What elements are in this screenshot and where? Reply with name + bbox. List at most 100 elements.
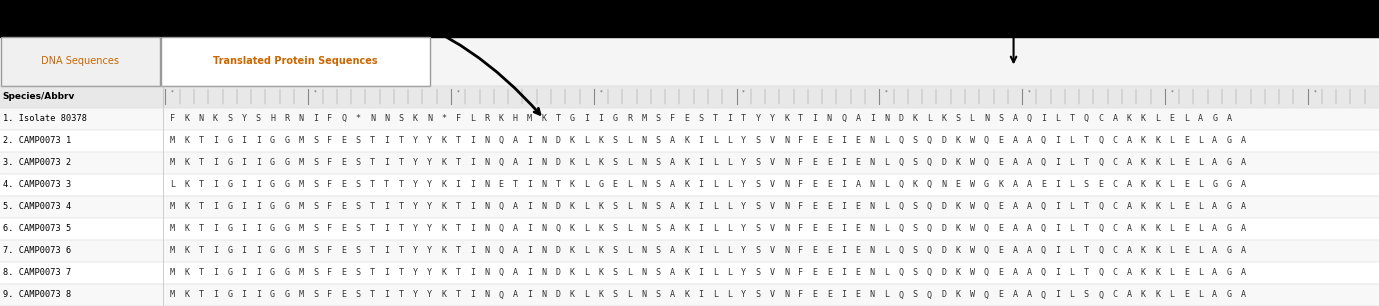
Text: S: S <box>913 202 917 211</box>
Text: Y: Y <box>412 158 418 167</box>
Text: A: A <box>1212 136 1218 145</box>
Text: A: A <box>1113 114 1117 123</box>
Text: I: I <box>698 158 703 167</box>
Text: S: S <box>655 180 661 189</box>
Text: T: T <box>713 114 717 123</box>
Text: F: F <box>798 290 804 300</box>
Text: G: G <box>1226 202 1231 211</box>
Text: K: K <box>1140 136 1146 145</box>
Text: I: I <box>241 224 247 233</box>
Text: L: L <box>1169 136 1175 145</box>
Text: I: I <box>212 290 218 300</box>
Text: I: I <box>527 158 532 167</box>
Text: I: I <box>841 224 847 233</box>
Text: N: N <box>542 246 546 256</box>
Text: I: I <box>698 136 703 145</box>
Text: L: L <box>1070 290 1074 300</box>
Text: E: E <box>684 114 690 123</box>
Text: T: T <box>370 268 375 278</box>
Text: N: N <box>870 180 874 189</box>
Text: I: I <box>241 158 247 167</box>
Text: C: C <box>1113 158 1117 167</box>
Text: L: L <box>1070 246 1074 256</box>
Text: I: I <box>470 290 474 300</box>
Text: E: E <box>827 268 832 278</box>
Text: E: E <box>342 180 346 189</box>
Text: S: S <box>399 114 404 123</box>
Text: *: * <box>314 90 317 95</box>
Text: L: L <box>1198 290 1202 300</box>
Text: Q: Q <box>1098 136 1103 145</box>
Text: K: K <box>1156 136 1160 145</box>
Text: L: L <box>727 202 732 211</box>
Text: N: N <box>870 202 874 211</box>
Text: N: N <box>884 114 889 123</box>
Text: K: K <box>940 114 946 123</box>
Text: A: A <box>1012 180 1018 189</box>
Text: L: L <box>1070 180 1074 189</box>
Text: Y: Y <box>741 180 746 189</box>
Text: *: * <box>356 114 361 123</box>
Text: E: E <box>1183 136 1189 145</box>
Text: D: D <box>556 158 561 167</box>
Text: Q: Q <box>1098 224 1103 233</box>
Text: Q: Q <box>983 224 989 233</box>
Text: N: N <box>641 136 647 145</box>
Text: Y: Y <box>412 246 418 256</box>
Text: S: S <box>356 202 361 211</box>
Text: S: S <box>313 180 319 189</box>
Text: K: K <box>185 290 189 300</box>
Text: A: A <box>670 136 674 145</box>
Text: L: L <box>585 224 589 233</box>
Text: N: N <box>199 114 204 123</box>
Text: Y: Y <box>427 290 432 300</box>
Text: I: I <box>527 180 532 189</box>
Text: T: T <box>399 180 404 189</box>
Text: I: I <box>385 136 389 145</box>
Text: A: A <box>670 224 674 233</box>
Text: I: I <box>455 180 461 189</box>
Text: S: S <box>655 202 661 211</box>
Text: N: N <box>542 290 546 300</box>
Text: K: K <box>1140 202 1146 211</box>
Text: K: K <box>185 246 189 256</box>
Text: Species/Abbrv: Species/Abbrv <box>3 92 74 101</box>
Text: S: S <box>913 246 917 256</box>
Text: G: G <box>284 268 290 278</box>
Text: I: I <box>212 180 218 189</box>
Text: *: * <box>171 90 174 95</box>
Text: A: A <box>1226 114 1231 123</box>
Bar <box>0 0 1379 37</box>
Text: 4. CAMP0073 3: 4. CAMP0073 3 <box>3 180 70 189</box>
Text: Q: Q <box>556 224 561 233</box>
Text: K: K <box>684 180 690 189</box>
Text: T: T <box>556 114 561 123</box>
Text: I: I <box>212 268 218 278</box>
Text: K: K <box>1140 158 1146 167</box>
Text: Q: Q <box>498 268 503 278</box>
Text: 8. CAMP0073 7: 8. CAMP0073 7 <box>3 268 70 278</box>
Text: N: N <box>827 114 832 123</box>
Text: L: L <box>627 290 632 300</box>
Text: L: L <box>585 202 589 211</box>
Text: I: I <box>241 290 247 300</box>
Text: Y: Y <box>741 136 746 145</box>
Text: G: G <box>284 246 290 256</box>
Text: Q: Q <box>983 290 989 300</box>
Text: E: E <box>827 180 832 189</box>
Text: I: I <box>313 114 319 123</box>
Text: S: S <box>655 268 661 278</box>
Text: Y: Y <box>741 158 746 167</box>
Text: A: A <box>1127 180 1132 189</box>
Text: L: L <box>713 246 717 256</box>
Text: Q: Q <box>498 290 503 300</box>
Text: L: L <box>585 290 589 300</box>
Text: T: T <box>199 180 204 189</box>
Text: A: A <box>1012 246 1018 256</box>
Text: A: A <box>1127 136 1132 145</box>
Text: K: K <box>570 246 575 256</box>
Text: S: S <box>356 180 361 189</box>
Text: T: T <box>1084 202 1089 211</box>
Text: Q: Q <box>983 136 989 145</box>
Text: D: D <box>556 290 561 300</box>
